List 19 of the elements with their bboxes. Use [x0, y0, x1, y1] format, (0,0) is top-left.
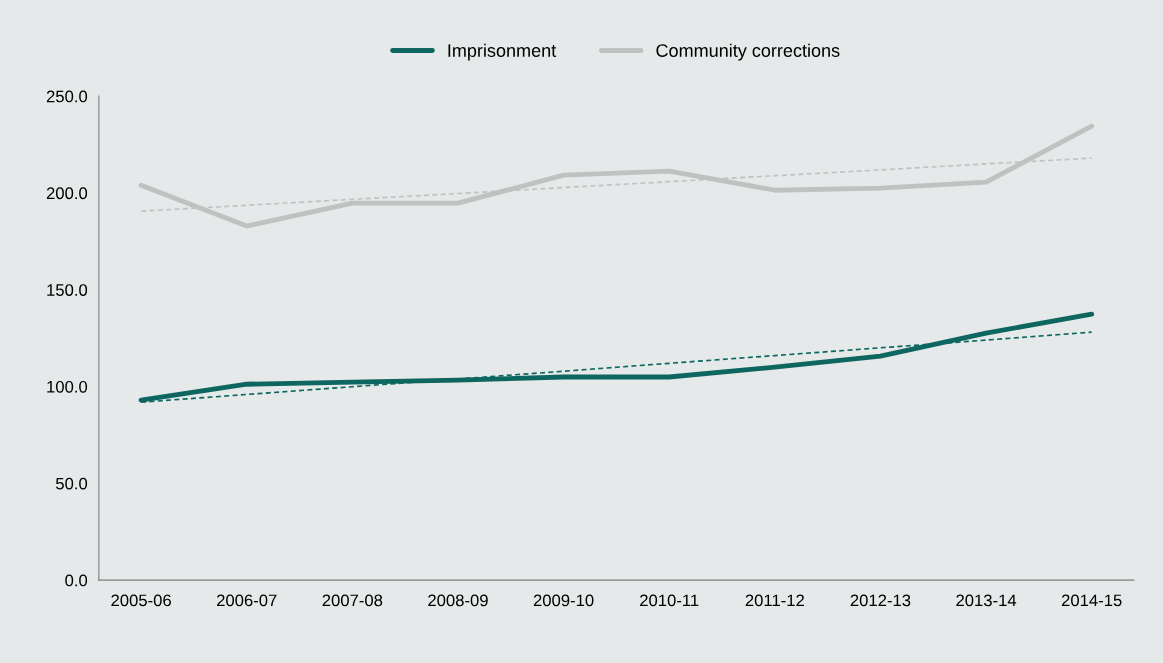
x-tick-label: 2006-07 — [216, 594, 277, 607]
y-tick-label: 250.0 — [46, 90, 88, 103]
y-tick-label: 200.0 — [46, 187, 88, 200]
x-tick-label: 2009-10 — [533, 594, 594, 607]
x-tick-label: 2014-15 — [1061, 594, 1122, 607]
x-tick-label: 2005-06 — [111, 594, 171, 607]
x-tick-label: 2008-09 — [428, 594, 488, 607]
line-series — [138, 123, 1095, 229]
y-tick-label: 150.0 — [47, 284, 88, 296]
x-tick-label: 2013-14 — [956, 594, 1017, 607]
x-tick-label: 2011-12 — [745, 594, 804, 607]
y-tick-label: 50.0 — [55, 477, 88, 490]
legend-label: Imprisonment — [448, 43, 557, 61]
y-tick-label: 0.0 — [65, 574, 88, 587]
legend-label: Community corrections — [656, 43, 840, 61]
x-tick-label: 2010-11 — [640, 594, 699, 607]
x-tick-label: 2012-13 — [850, 594, 911, 607]
y-tick-label: 100.0 — [47, 380, 88, 393]
x-tick-label: 2007-08 — [322, 594, 383, 607]
